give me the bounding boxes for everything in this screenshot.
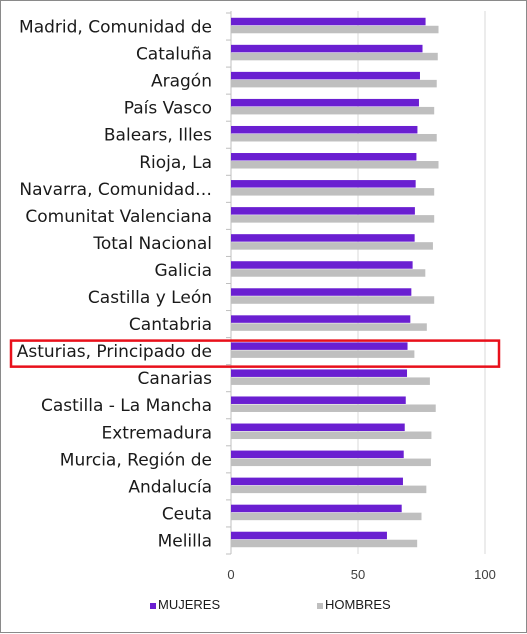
bar-hombres [231,404,436,412]
bar-mujeres [231,477,403,486]
bar-hombres [231,242,433,250]
category-label: Andalucía [128,477,212,497]
bar-hombres [231,52,438,61]
legend-label-mujeres: MUJERES [158,597,220,612]
bar-hombres [231,377,430,385]
bar-hombres [231,106,435,115]
bar-mujeres [231,504,402,513]
bar-hombres [231,458,431,467]
bar-mujeres [231,531,387,540]
category-label: Ceuta [162,504,212,524]
category-label: Melilla [158,531,212,551]
bar-mujeres [231,288,412,296]
category-label: Navarra, Comunidad… [19,180,212,200]
bar-hombres [231,25,439,34]
bar-mujeres [231,98,419,107]
category-label: Castilla y León [88,288,212,308]
bar-hombres [231,269,426,277]
bar-mujeres [231,17,426,26]
bar-hombres [231,431,432,440]
bar-hombres [231,512,422,521]
x-tick-label: 100 [474,567,496,582]
bar-hombres [231,161,439,169]
bar-mujeres [231,369,408,377]
category-label: Cataluña [136,45,212,65]
legend-swatch-mujeres [150,603,156,609]
category-label: Balears, Illes [104,126,212,146]
category-label: Total Nacional [92,234,212,254]
category-label: Cantabria [129,315,212,335]
bar-mujeres [231,261,413,269]
bar-mujeres [231,450,404,459]
category-label: Murcia, Región de [60,450,212,470]
legend-label-hombres: HOMBRES [325,597,391,612]
bar-hombres [231,539,418,548]
bar-mujeres [231,234,415,242]
bar-hombres [231,133,437,142]
bar-mujeres [231,71,420,80]
bar-mujeres [231,342,408,350]
x-tick-label: 50 [351,567,365,582]
highlight-box [9,339,501,368]
category-label: Castilla - La Mancha [41,396,212,416]
category-label: Extremadura [102,423,213,443]
bar-hombres [231,296,435,304]
bar-mujeres [231,44,423,53]
bar-mujeres [231,153,417,161]
legend-swatch-hombres [317,603,323,609]
bar-mujeres [231,315,411,323]
bar-hombres [231,188,435,196]
category-label: Madrid, Comunidad de [19,18,212,38]
bar-mujeres [231,396,406,404]
bar-mujeres [231,180,416,188]
category-label: Rioja, La [139,153,212,173]
bar-hombres [231,350,415,358]
category-label: Asturias, Principado de [17,342,212,362]
x-tick-label: 0 [227,567,234,582]
bar-hombres [231,215,435,223]
category-label: Galicia [154,261,212,281]
bar-mujeres [231,207,415,215]
bar-hombres [231,79,437,88]
bar-hombres [231,323,427,331]
category-label: País Vasco [124,99,212,119]
bar-mujeres [231,423,405,432]
bar-mujeres [231,125,418,134]
category-label: Canarias [138,369,213,389]
category-label: Aragón [151,72,212,92]
bar-hombres [231,485,427,494]
category-label: Comunitat Valenciana [25,207,212,227]
